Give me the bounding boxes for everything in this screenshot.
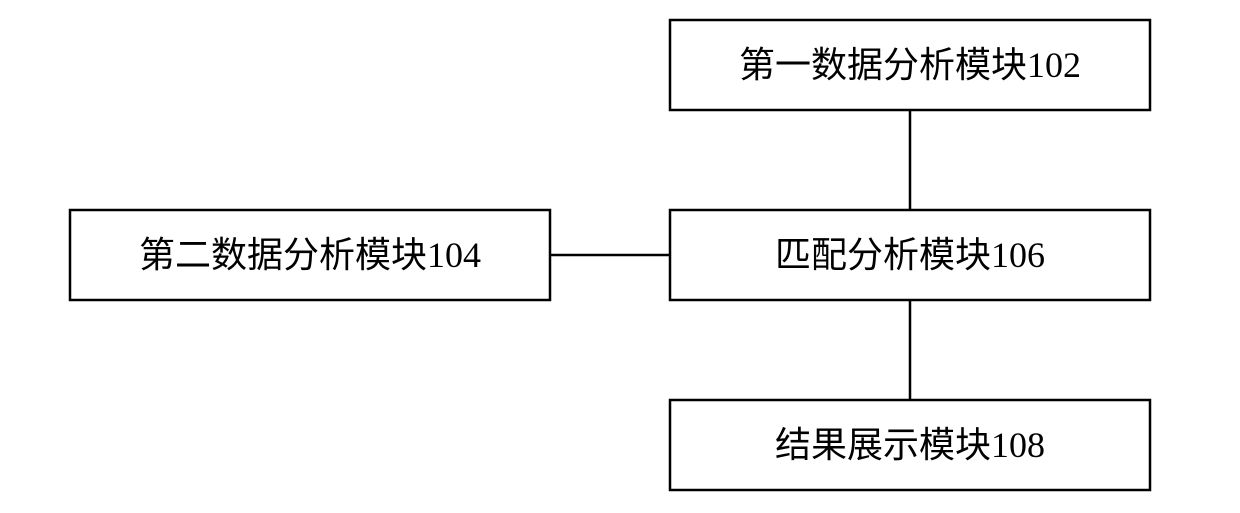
node-label-n108: 结果展示模块108 (775, 425, 1045, 465)
node-label-n102: 第一数据分析模块102 (739, 45, 1081, 85)
node-n108: 结果展示模块108 (670, 400, 1150, 490)
node-n106: 匹配分析模块106 (670, 210, 1150, 300)
node-label-n104: 第二数据分析模块104 (139, 235, 481, 275)
node-label-n106: 匹配分析模块106 (775, 235, 1045, 275)
diagram-canvas: 第一数据分析模块102 第二数据分析模块104 匹配分析模块106 结果展示模块108 (0, 0, 1240, 513)
node-n104: 第二数据分析模块104 (70, 210, 550, 300)
node-n102: 第一数据分析模块102 (670, 20, 1150, 110)
